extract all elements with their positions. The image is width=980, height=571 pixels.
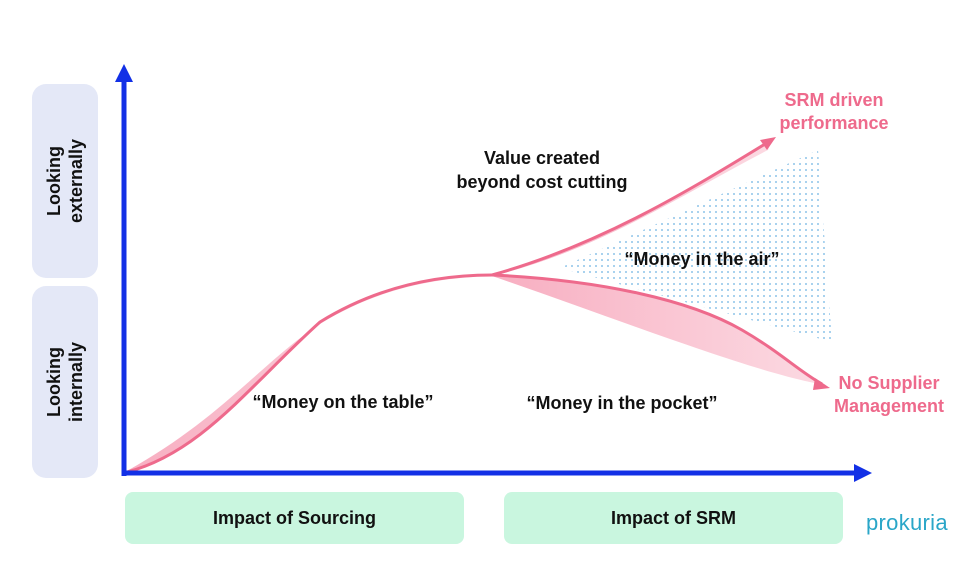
curve-srm-performance bbox=[491, 139, 771, 277]
money-in-pocket-label: “Money in the pocket” bbox=[526, 393, 717, 413]
money-in-air-label: “Money in the air” bbox=[624, 249, 779, 269]
band-sourcing bbox=[123, 275, 492, 473]
value-created-line1: Value created bbox=[484, 148, 600, 168]
x-axis-arrowhead bbox=[854, 464, 872, 482]
y-label-looking-externally-box: Looking externally bbox=[32, 84, 98, 278]
money-on-table-label: “Money on the table” bbox=[252, 392, 433, 412]
no-supplier-line1: No Supplier bbox=[838, 373, 939, 393]
x-label-impact-of-srm: Impact of SRM bbox=[504, 492, 843, 544]
value-created-line2: beyond cost cutting bbox=[457, 172, 628, 192]
y-axis-arrowhead bbox=[115, 64, 133, 82]
y-label-looking-internally-box: Looking internally bbox=[32, 286, 98, 478]
no-supplier-line2: Management bbox=[834, 396, 944, 416]
srm-driven-line1: SRM driven bbox=[784, 90, 883, 110]
curve-no-supplier-management bbox=[491, 273, 823, 386]
arrowhead-srm bbox=[760, 137, 776, 150]
money-in-air-dotted-area bbox=[560, 150, 832, 342]
srm-driven-line2: performance bbox=[779, 113, 888, 133]
curve-sourcing bbox=[122, 273, 493, 475]
band-no-supplier-management bbox=[492, 276, 826, 385]
arrowhead-nsm bbox=[813, 378, 830, 390]
prokuria-logo: prokuria bbox=[866, 510, 948, 535]
x-label-impact-of-sourcing: Impact of Sourcing bbox=[125, 492, 464, 544]
